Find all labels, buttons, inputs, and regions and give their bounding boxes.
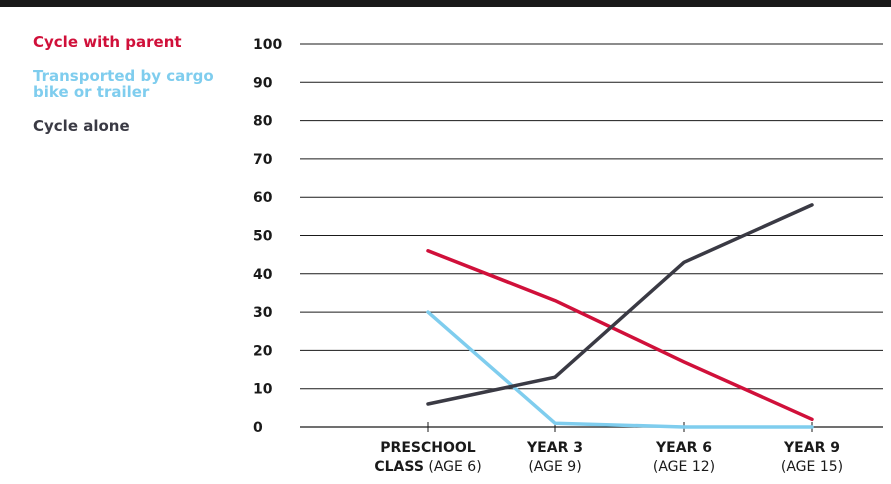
x-tick-label-line1: YEAR 3	[526, 440, 583, 456]
y-tick-label: 50	[253, 229, 273, 245]
x-tick-label-line2: (AGE 12)	[653, 459, 715, 475]
legend-item-cargo-bike: Transported by cargo bike or trailer	[33, 67, 214, 101]
x-tick-label-age: (AGE 9)	[528, 459, 581, 475]
x-tick-label-age: (AGE 15)	[781, 459, 843, 475]
series-line-cycle-alone	[426, 203, 814, 406]
x-tick-label-age: (AGE 12)	[653, 459, 715, 475]
legend-item-cycle-alone: Cycle alone	[33, 117, 130, 135]
y-tick-label: 60	[253, 190, 273, 206]
x-tick-label-bold: YEAR 9	[783, 440, 840, 456]
x-tick-label-age: (AGE 6)	[424, 459, 482, 475]
x-tick-label-bold: YEAR 3	[526, 440, 583, 456]
x-tick-label-line1: YEAR 9	[783, 440, 840, 456]
y-tick-label: 30	[253, 305, 273, 321]
y-tick-label: 0	[253, 420, 263, 436]
x-tick-label-line1: PRESCHOOL	[380, 440, 475, 456]
y-tick-label: 20	[253, 343, 273, 359]
x-tick-label-line2: (AGE 9)	[528, 459, 581, 475]
y-tick-label: 70	[253, 152, 273, 168]
x-tick-label-line2: (AGE 15)	[781, 459, 843, 475]
series-line-cargo-bike	[426, 310, 814, 429]
x-tick-label-bold: YEAR 6	[655, 440, 712, 456]
x-tick-label-line1: YEAR 6	[655, 440, 712, 456]
x-tick-label-line2: CLASS (AGE 6)	[374, 459, 481, 475]
y-tick-label: 10	[253, 382, 273, 398]
x-tick-label-bold: PRESCHOOL	[380, 440, 475, 456]
x-tick-label-bold-2: CLASS	[374, 459, 424, 475]
y-tick-label: 80	[253, 114, 273, 130]
y-tick-label: 40	[253, 267, 273, 283]
legend-item-cycle-with-parent: Cycle with parent	[33, 33, 182, 51]
y-tick-label: 100	[253, 37, 282, 53]
y-tick-label: 90	[253, 75, 273, 91]
legend: Cycle with parent Transported by cargo b…	[33, 34, 233, 152]
series-line-cycle-with-parent	[426, 249, 814, 422]
top-rule	[0, 0, 891, 7]
